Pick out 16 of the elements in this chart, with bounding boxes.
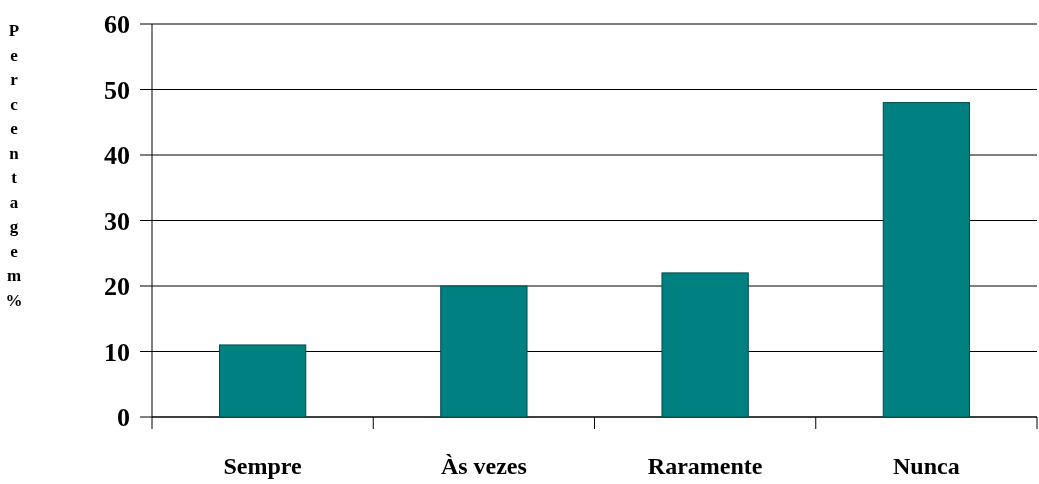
y-tick-label: 40 (104, 141, 130, 171)
y-tick-label: 30 (104, 206, 130, 236)
y-tick-label: 50 (104, 75, 130, 105)
bar (440, 285, 528, 418)
y-tick-label: 0 (117, 403, 130, 433)
bar (218, 344, 307, 418)
x-tick-label: Raramente (647, 453, 763, 479)
y-tick-label: 20 (104, 272, 130, 302)
bar (661, 272, 749, 418)
y-tick-label: 10 (104, 337, 130, 367)
y-tick-label: 60 (104, 10, 130, 40)
x-tick-label: Nunca (893, 453, 960, 479)
bar (882, 102, 971, 418)
text: Percentagem % (5, 21, 23, 310)
x-tick-label: Às vezes (440, 453, 527, 479)
x-tick-label: Sempre (223, 453, 303, 479)
